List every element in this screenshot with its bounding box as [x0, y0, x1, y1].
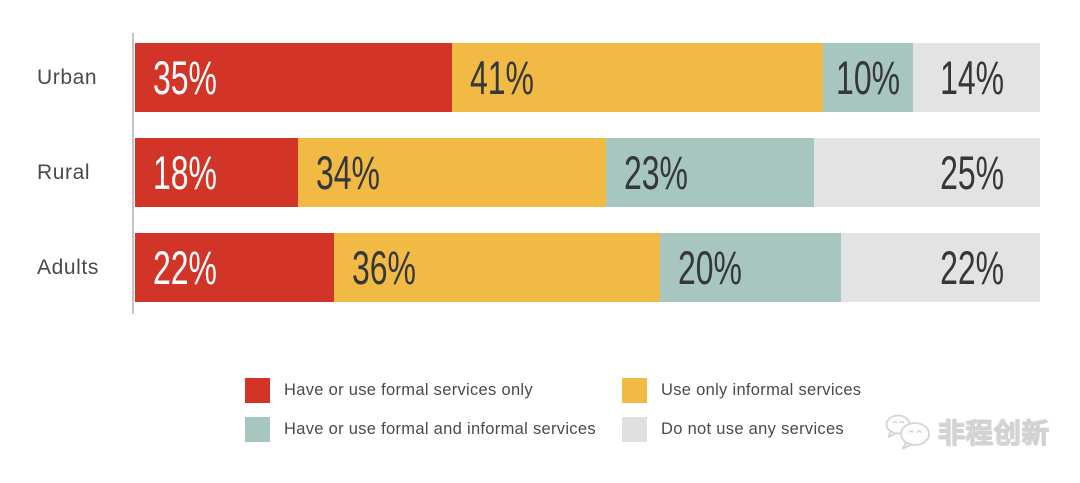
bar-segment: 34% [297, 138, 606, 207]
legend-item: Do not use any services [622, 417, 861, 442]
legend-label: Do not use any services [661, 420, 844, 438]
segment-value-label: 22% [153, 241, 217, 294]
bar-segment: 22% [135, 233, 335, 302]
watermark-text: 非程创新 [938, 419, 1050, 450]
category-label: Rural [37, 160, 91, 184]
bar-row-rural: Rural 18% 34% 23% 25% [0, 138, 1080, 207]
stacked-bar: 35% 41% 10% 14% [135, 43, 1040, 112]
bar-segment: 20% [659, 233, 841, 302]
bar-segment: 41% [451, 43, 823, 112]
segment-value-label: 34% [315, 146, 380, 199]
stacked-bar: 18% 34% 23% 25% [135, 138, 1040, 207]
watermark: 非程创新 [884, 412, 1050, 451]
bar-segment: 18% [135, 138, 298, 207]
segment-value-label: 22% [940, 241, 1004, 294]
bar-segment: 23% [605, 138, 814, 207]
legend-swatch [622, 378, 647, 403]
legend-label: Use only informal services [661, 381, 862, 399]
segment-value-label: 41% [469, 51, 534, 104]
category-label: Urban [37, 65, 98, 89]
chart-legend: Have or use formal services only Use only… [245, 378, 861, 442]
segment-value-label: 25% [939, 146, 1004, 199]
legend-swatch [622, 417, 647, 442]
legend-swatch [245, 417, 270, 442]
legend-item: Have or use formal and informal services [245, 417, 622, 442]
segment-value-label: 20% [677, 241, 742, 294]
legend-label: Have or use formal services only [284, 381, 533, 399]
segment-value-label: 23% [623, 146, 688, 199]
segment-value-label: 35% [153, 51, 217, 104]
stacked-bar: 22% 36% 20% 22% [135, 233, 1040, 302]
legend-item: Use only informal services [622, 378, 861, 403]
segment-value-label: 18% [153, 146, 217, 199]
y-axis-line [132, 33, 134, 314]
bar-row-urban: Urban 35% 41% 10% 14% [0, 43, 1080, 112]
bar-segment: 14% [913, 43, 1040, 112]
wechat-icon [885, 414, 930, 449]
bar-segment: 35% [135, 43, 452, 112]
bar-segment: 25% [813, 138, 1040, 207]
segment-value-label: 10% [836, 51, 901, 104]
segment-value-label: 36% [352, 241, 417, 294]
category-label: Adults [37, 255, 99, 279]
segment-value-label: 14% [940, 51, 1004, 104]
legend-swatch [245, 378, 270, 403]
legend-item: Have or use formal services only [245, 378, 622, 403]
legend-label: Have or use formal and informal services [284, 420, 596, 438]
bar-segment: 10% [822, 43, 914, 112]
bar-row-adults: Adults 22% 36% 20% 22% [0, 233, 1080, 302]
bar-segment: 36% [334, 233, 660, 302]
bar-segment: 22% [840, 233, 1040, 302]
